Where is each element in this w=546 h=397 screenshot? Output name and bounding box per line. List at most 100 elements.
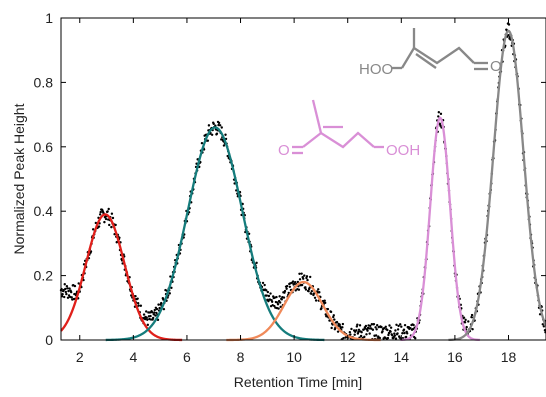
- data-point: [342, 336, 345, 340]
- data-point: [364, 324, 368, 328]
- data-point: [386, 336, 390, 340]
- data-point: [146, 323, 150, 327]
- data-point: [324, 301, 327, 305]
- data-point: [387, 331, 391, 335]
- data-point: [349, 333, 352, 336]
- molecule-gray-label-right: O: [490, 58, 502, 75]
- data-point: [409, 327, 412, 330]
- x-tick-label: 12: [340, 349, 356, 365]
- axes-layer: 2 4 6 8 10 12 14 16 18 0 0.2 0.4 0.6 0.8 1: [34, 10, 546, 365]
- fit-curve-1: [60, 213, 183, 342]
- data-point: [169, 275, 172, 278]
- data-point: [329, 310, 333, 314]
- data-point: [255, 261, 258, 265]
- data-point: [306, 278, 309, 282]
- data-point: [302, 277, 305, 280]
- data-point: [265, 294, 268, 297]
- data-point: [369, 324, 372, 328]
- data-point: [465, 325, 468, 329]
- data-point: [374, 334, 378, 337]
- data-point: [94, 221, 98, 225]
- data-point: [65, 284, 69, 288]
- data-point: [341, 326, 344, 329]
- data-point: [66, 287, 69, 290]
- data-point: [309, 275, 312, 279]
- data-point: [470, 315, 473, 319]
- data-point: [374, 326, 377, 329]
- data-point: [541, 323, 544, 326]
- data-point: [103, 220, 106, 224]
- data-point: [267, 294, 271, 298]
- data-point: [305, 275, 309, 278]
- data-point: [220, 126, 223, 129]
- data-point: [157, 303, 160, 306]
- data-point: [437, 110, 441, 114]
- data-point: [207, 124, 211, 127]
- data-point: [224, 133, 227, 136]
- data-point: [318, 291, 321, 294]
- data-point: [389, 326, 393, 329]
- data-point: [206, 139, 210, 142]
- x-tick-label: 8: [237, 349, 245, 365]
- data-point: [278, 301, 282, 304]
- data-point: [317, 288, 320, 291]
- data-point: [154, 314, 157, 317]
- data-point: [372, 322, 376, 326]
- data-point: [353, 333, 356, 336]
- data-point: [401, 332, 404, 335]
- data-point: [151, 316, 155, 320]
- data-point: [63, 295, 66, 299]
- data-point: [394, 329, 397, 332]
- data-point: [314, 299, 318, 302]
- data-point: [382, 327, 386, 330]
- data-point: [107, 207, 110, 211]
- data-point: [269, 292, 272, 295]
- data-point: [98, 213, 102, 216]
- data-point: [288, 285, 292, 288]
- data-point: [330, 326, 333, 330]
- data-point: [543, 328, 546, 332]
- data-point: [393, 332, 396, 335]
- data-point: [108, 223, 111, 227]
- data-point: [77, 282, 80, 285]
- x-axis-title: Retention Time [min]: [234, 374, 362, 390]
- data-point: [263, 283, 266, 287]
- data-point: [402, 328, 406, 331]
- data-point: [155, 311, 158, 315]
- x-tick-label: 2: [76, 349, 84, 365]
- data-point: [470, 313, 474, 317]
- data-point: [310, 292, 313, 295]
- molecule-structure-pink: O OOH: [278, 99, 420, 159]
- data-point: [270, 300, 274, 303]
- data-point: [283, 289, 287, 293]
- data-point: [278, 295, 281, 298]
- data-point: [333, 318, 336, 321]
- data-point: [338, 323, 341, 326]
- data-point: [266, 290, 270, 294]
- data-point: [386, 328, 389, 332]
- data-point: [375, 328, 378, 331]
- data-point: [397, 324, 400, 328]
- data-point: [298, 272, 301, 275]
- data-point: [65, 292, 68, 296]
- y-tick-label: 0.2: [34, 268, 54, 284]
- data-point: [310, 289, 314, 293]
- data-point: [300, 283, 304, 287]
- data-point: [162, 307, 166, 311]
- y-tick-label: 0.4: [34, 203, 54, 219]
- data-point: [215, 132, 219, 135]
- data-point: [355, 325, 359, 328]
- data-point: [168, 292, 171, 295]
- data-point: [276, 303, 280, 306]
- data-point: [149, 314, 152, 318]
- y-tick-label: 1: [45, 10, 53, 26]
- molecule-pink-label-left: O: [278, 142, 290, 159]
- data-point: [414, 337, 417, 340]
- y-tick-label: 0.6: [34, 139, 54, 155]
- data-point: [313, 296, 317, 299]
- fit-curve-2: [105, 126, 325, 342]
- data-point: [359, 334, 363, 338]
- data-point: [91, 228, 95, 231]
